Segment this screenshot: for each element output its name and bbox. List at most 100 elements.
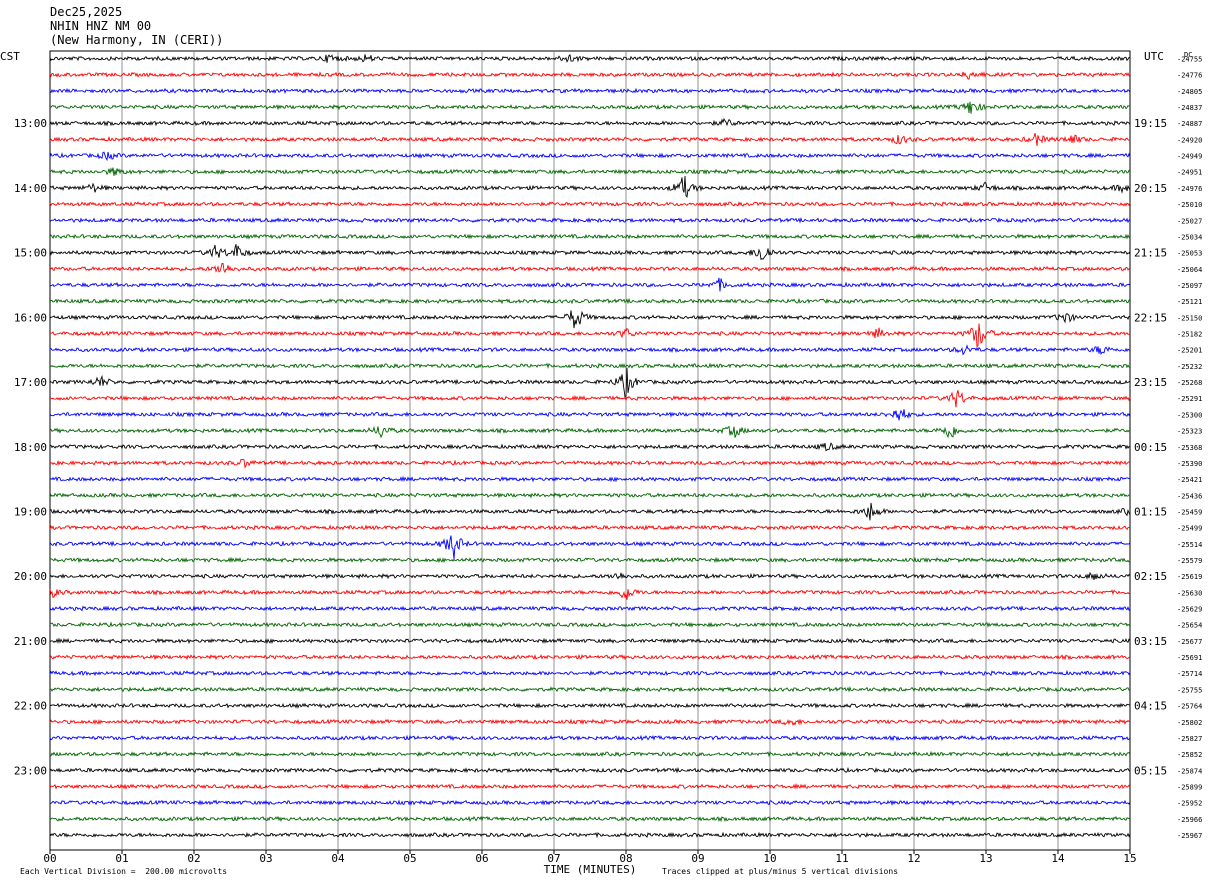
dc-offset-label: -24920	[1177, 136, 1202, 144]
dc-offset-label: -25874	[1177, 767, 1202, 775]
dc-offset-label: -25300	[1177, 411, 1202, 419]
dc-offset-label: -25232	[1177, 363, 1202, 371]
seismic-trace	[49, 117, 1131, 127]
utc-hour-label: 05:15	[1134, 764, 1167, 777]
seismic-trace	[49, 216, 1131, 224]
dc-offset-label: -25182	[1177, 331, 1202, 339]
dc-offset-label: -25691	[1177, 654, 1202, 662]
cst-hour-label: 19:00	[14, 505, 47, 518]
seismic-trace	[49, 571, 1131, 580]
utc-hour-label: 21:15	[1134, 247, 1167, 260]
seismic-trace	[49, 815, 1131, 823]
utc-hour-label: 22:15	[1134, 311, 1167, 324]
dc-offset-label: -25852	[1177, 751, 1202, 759]
right-axis-label: UTC	[1144, 50, 1164, 63]
dc-offset-label: -25802	[1177, 719, 1202, 727]
seismic-trace	[49, 71, 1131, 80]
seismic-trace	[49, 605, 1131, 612]
seismic-trace	[49, 502, 1131, 521]
seismic-trace	[49, 390, 1131, 408]
scale-note: Each Vertical Division = 200.00 microvol…	[20, 867, 228, 876]
dc-offset-label: -25966	[1177, 816, 1202, 824]
x-tick-label: 11	[835, 852, 848, 865]
seismic-trace	[49, 702, 1131, 709]
seismic-trace	[49, 442, 1131, 452]
seismic-trace	[49, 263, 1131, 274]
seismic-trace	[49, 653, 1131, 661]
seismic-trace	[49, 151, 1131, 162]
dc-offset-label: -25027	[1177, 217, 1202, 225]
x-tick-label: 13	[979, 852, 992, 865]
dc-offset-label: -25121	[1177, 298, 1202, 306]
dc-offset-label: -25053	[1177, 250, 1202, 258]
utc-hour-label: 04:15	[1134, 700, 1167, 713]
seismic-trace	[49, 685, 1131, 693]
dc-offset-label: -25714	[1177, 670, 1202, 678]
utc-hour-label: 03:15	[1134, 635, 1167, 648]
seismic-trace	[49, 459, 1131, 469]
dc-offset-label: -25499	[1177, 525, 1202, 533]
dc-offset-label: -25899	[1177, 783, 1202, 791]
x-tick-label: 01	[115, 852, 128, 865]
dc-offset-label: -24887	[1177, 120, 1202, 128]
dc-offset-label: -25291	[1177, 395, 1202, 403]
seismic-trace	[49, 556, 1131, 564]
seismic-trace	[49, 132, 1131, 146]
dc-offset-label: -25150	[1177, 314, 1202, 322]
x-tick-label: 08	[619, 852, 632, 865]
station-label: NHIN HNZ NM 00	[50, 19, 152, 33]
seismic-trace	[49, 167, 1131, 176]
dc-offset-label: -25579	[1177, 557, 1202, 565]
x-axis-title: TIME (MINUTES)	[544, 863, 637, 876]
dc-offset-label: -25952	[1177, 800, 1202, 808]
seismic-trace	[49, 297, 1131, 305]
dc-offset-label: -24805	[1177, 88, 1202, 96]
seismic-trace	[49, 766, 1131, 774]
dc-offset-label: -25514	[1177, 541, 1202, 549]
seismic-trace	[49, 54, 1131, 63]
x-tick-label: 03	[259, 852, 272, 865]
utc-hour-label: 23:15	[1134, 376, 1167, 389]
seismic-trace	[49, 783, 1131, 790]
cst-hour-label: 13:00	[14, 117, 47, 130]
dc-offset-label: -24776	[1177, 72, 1202, 80]
seismic-trace	[49, 491, 1131, 499]
dc-offset-label: -24976	[1177, 185, 1202, 193]
dc-offset-label: -25097	[1177, 282, 1202, 290]
dc-offset-label: -25368	[1177, 444, 1202, 452]
dc-label: DC	[1184, 51, 1192, 59]
seismic-trace	[49, 362, 1131, 370]
dc-offset-label: -24949	[1177, 153, 1202, 161]
seismic-trace	[49, 367, 1131, 398]
x-tick-label: 09	[691, 852, 704, 865]
seismic-trace	[49, 799, 1131, 806]
cst-hour-label: 14:00	[14, 182, 47, 195]
dc-offset-label: -25034	[1177, 233, 1202, 241]
seismic-trace	[49, 101, 1130, 114]
x-tick-label: 07	[547, 852, 560, 865]
seismic-trace	[49, 233, 1131, 240]
cst-hour-label: 21:00	[14, 635, 47, 648]
x-tick-label: 15	[1123, 852, 1136, 865]
left-axis-label: CST	[0, 50, 20, 63]
x-tick-label: 10	[763, 852, 776, 865]
utc-hour-label: 19:15	[1134, 117, 1167, 130]
dc-offset-label: -24755	[1177, 56, 1202, 64]
seismic-trace	[49, 524, 1130, 531]
seismic-trace	[49, 175, 1131, 198]
plot-frame	[49, 50, 1131, 851]
seismic-trace	[50, 621, 1131, 628]
dc-offset-label: -25619	[1177, 573, 1202, 581]
dc-offset-label: -25390	[1177, 460, 1202, 468]
dc-offset-label: -25421	[1177, 476, 1202, 484]
cst-hour-label: 15:00	[14, 247, 47, 260]
seismic-trace	[49, 310, 1131, 329]
dc-offset-label: -25764	[1177, 703, 1202, 711]
seismic-trace	[49, 734, 1131, 742]
dc-offset-label: -25436	[1177, 492, 1202, 500]
dc-offset-label: -25323	[1177, 428, 1202, 436]
x-tick-label: 14	[1051, 852, 1065, 865]
cst-hour-label: 22:00	[14, 700, 47, 713]
cst-hour-label: 18:00	[14, 441, 47, 454]
